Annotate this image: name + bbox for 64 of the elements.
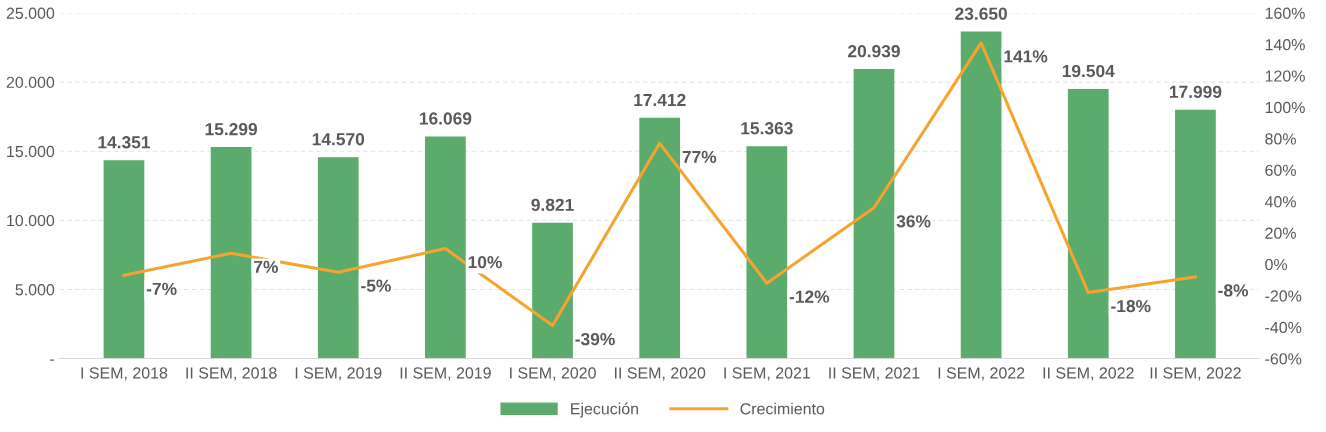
y2-tick-label: 160% (1265, 7, 1305, 19)
x-tick-label: II SEM, 2022 (1043, 367, 1134, 381)
data-label: 16.069 (419, 112, 472, 125)
data-label: 20.939 (848, 45, 900, 58)
data-label: -12% (789, 290, 830, 303)
y2-tick-label: 140% (1265, 39, 1305, 51)
legend-label: Crecimiento (740, 402, 825, 415)
data-label: 9.821 (531, 198, 574, 212)
y-tick-label: - (50, 359, 55, 361)
data-label: 15.363 (741, 122, 793, 135)
data-label: 17.412 (634, 93, 686, 106)
data-label: 141% (1004, 50, 1048, 63)
bar (425, 136, 466, 359)
x-tick-label: I SEM, 2021 (724, 367, 810, 381)
data-label: -18% (1111, 299, 1151, 313)
y-tick-label: 5.000 (15, 284, 55, 296)
y2-tick-label: 80% (1265, 133, 1296, 145)
data-label: -39% (575, 332, 615, 346)
data-label: 77% (682, 150, 717, 164)
x-tick-label: I SEM, 2020 (510, 367, 596, 381)
data-label: 7% (254, 260, 278, 273)
data-label: -5% (361, 279, 391, 292)
y2-tick-label: 100% (1265, 101, 1305, 114)
x-tick-label: II SEM, 2022 (1150, 367, 1241, 381)
bar (960, 31, 1002, 359)
y-tick-label: 20.000 (6, 76, 55, 89)
bar (210, 147, 252, 359)
y-tick-label: 25.000 (6, 7, 55, 19)
bar (639, 117, 681, 359)
y2-tick-label: 40% (1264, 196, 1296, 208)
data-label: 14.570 (312, 133, 365, 146)
data-label: 10% (468, 256, 502, 269)
y2-tick-label: -20% (1265, 290, 1302, 302)
data-label: 23.650 (955, 7, 1007, 20)
x-tick-label: II SEM, 2019 (400, 367, 491, 381)
data-label: 17.999 (1169, 85, 1222, 98)
data-label: 15.299 (205, 123, 258, 136)
bar (317, 157, 359, 359)
data-label: 14.351 (98, 136, 151, 149)
data-label: 19.504 (1062, 64, 1115, 78)
legend-label: Ejecución (571, 402, 639, 418)
bar (1175, 109, 1216, 359)
y2-tick-label: 0% (1265, 258, 1288, 271)
x-tick-label: II SEM, 2021 (829, 367, 920, 381)
bar (1067, 88, 1109, 359)
x-tick-label: II SEM, 2020 (615, 367, 706, 381)
y-tick-label: 15.000 (7, 145, 55, 158)
y2-tick-label: 120% (1265, 70, 1305, 82)
data-label: -8% (1218, 284, 1249, 297)
bar (853, 69, 895, 359)
data-label: -7% (146, 282, 177, 295)
x-tick-label: II SEM, 2018 (186, 367, 277, 381)
y2-tick-label: 20% (1265, 227, 1296, 239)
bar (103, 160, 145, 359)
x-tick-label: I SEM, 2018 (81, 367, 168, 381)
bar (532, 222, 573, 359)
y2-tick-label: 60% (1265, 164, 1296, 176)
y2-tick-label: -40% (1265, 321, 1302, 334)
data-label: 36% (896, 215, 931, 228)
x-tick-label: I SEM, 2022 (938, 367, 1025, 381)
x-tick-label: I SEM, 2019 (295, 367, 382, 381)
bar (746, 146, 788, 359)
y2-tick-label: -60% (1265, 353, 1302, 365)
y-tick-label: 10.000 (7, 214, 55, 227)
